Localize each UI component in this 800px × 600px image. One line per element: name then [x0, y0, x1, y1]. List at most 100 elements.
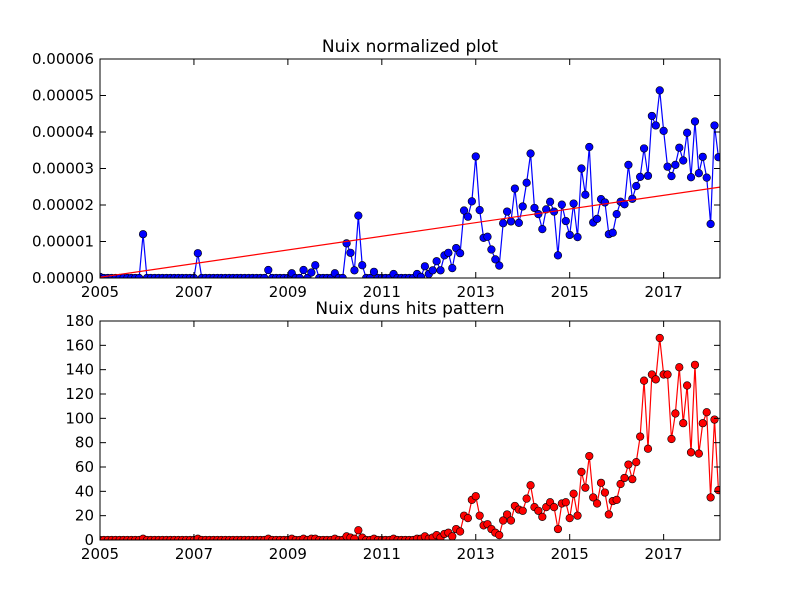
bottom-chart-series-0-point — [471, 492, 480, 501]
top-chart-series-0-point — [502, 207, 512, 216]
top-chart-series-0-point — [471, 152, 480, 161]
top-chart-series-0-point — [706, 219, 715, 229]
bottom-chart-series-0-point — [581, 483, 590, 492]
top-chart-data — [100, 86, 720, 278]
top-chart-series-0-point — [694, 169, 703, 178]
bottom-chart-title: Nuix duns hits pattern — [315, 299, 504, 319]
bottom-chart-series-0-point — [612, 495, 621, 504]
bottom-chart-series-0-point — [679, 419, 688, 428]
top-chart-series-0-point — [432, 257, 441, 266]
bottom-chart-plot-area — [100, 333, 720, 540]
top-chart-series-0-point — [628, 194, 637, 203]
top-chart-series-0-point — [463, 212, 473, 221]
top-chart-series-0-point — [569, 199, 578, 208]
top-chart-series-0-point — [518, 202, 527, 211]
top-chart-series-0-point — [632, 181, 641, 191]
bottom-chart-x-tick-label: 2013 — [457, 545, 495, 563]
top-chart-series-0-point — [659, 126, 668, 136]
top-chart-series-0-point — [522, 178, 531, 187]
bottom-chart-series-0-point — [636, 432, 645, 441]
bottom-chart: Nuix duns hits pattern 2005 2007 2009 2011 2… — [65, 299, 721, 563]
top-chart-series-0-point — [573, 233, 582, 242]
bottom-chart-axes: 2005 2007 2009 2011 2013 2015 2017 0 20 40 60 80 100… — [65, 312, 720, 563]
top-chart-series-0-point — [299, 265, 308, 275]
top-chart-series-0-point — [636, 172, 645, 181]
top-chart-series-0-line — [100, 90, 720, 278]
top-chart-series-0-point — [577, 164, 586, 173]
bottom-chart-x-tick-label: 2009 — [269, 545, 307, 563]
bottom-chart-series-0-point — [655, 333, 664, 343]
top-chart-series-0-point — [135, 273, 144, 278]
bottom-chart-y-tick-label: 120 — [65, 385, 94, 403]
top-chart-y-tick-label: 0.00004 — [32, 123, 94, 141]
top-chart-series-0-point — [624, 160, 633, 169]
bottom-chart-series-0-point — [561, 498, 570, 507]
top-chart-series-0-point — [456, 249, 465, 258]
top-chart-y-tick-label: 0.00005 — [32, 87, 94, 105]
bottom-chart-y-tick-label: 80 — [75, 434, 94, 452]
top-chart-series-0-point — [651, 121, 660, 130]
bottom-chart-series-0-point — [549, 503, 559, 512]
bottom-chart-y-tick-label: 20 — [75, 507, 94, 525]
top-chart-series-0-point — [444, 248, 453, 257]
top-chart-series-0-point — [428, 266, 437, 275]
bottom-chart-series-0-point — [671, 409, 680, 418]
bottom-chart-series-0-point — [714, 486, 720, 495]
bottom-chart-y-tick-label: 160 — [65, 336, 94, 354]
bottom-chart-series-0-point — [686, 448, 696, 457]
bottom-chart-series-0-point — [698, 419, 707, 428]
bottom-chart-x-tick-label: 2011 — [363, 545, 401, 563]
top-chart-series-0-point — [608, 228, 617, 237]
top-chart-series-0-point — [459, 206, 469, 215]
top-chart-series-0-point — [526, 149, 535, 158]
top-chart-series-0-point — [295, 273, 304, 278]
top-chart-series-0-point — [260, 273, 269, 278]
top-chart-series-0-point — [354, 211, 363, 220]
top-chart-series-0-point — [565, 230, 574, 240]
bottom-chart-series-0-point — [624, 460, 633, 469]
bottom-chart-y-tick-label: 100 — [65, 409, 94, 427]
bottom-chart-series-0-point — [690, 360, 700, 369]
top-chart-series-0-point — [193, 249, 202, 258]
bottom-chart-y-tick-label: 60 — [75, 458, 94, 476]
bottom-chart-y-tick-label: 180 — [65, 312, 94, 330]
bottom-chart-series-0-point — [518, 506, 527, 515]
top-chart-series-0-point — [612, 210, 621, 219]
top-chart-series-0-point — [542, 205, 551, 214]
top-chart-axes: 2005 2007 2009 2011 2013 2015 2017 0.00000 0.000… — [32, 50, 720, 301]
top-chart-plot-area — [100, 86, 720, 278]
top-chart-series-0-point — [683, 128, 692, 137]
bottom-chart-series-0-point — [526, 481, 535, 490]
top-chart-series-0-point — [483, 232, 492, 241]
top-chart-y-tick-label: 0.00001 — [32, 233, 94, 251]
bottom-chart-series-0-point — [616, 479, 625, 489]
top-chart-series-0-point — [416, 272, 426, 278]
bottom-chart-series-0-point — [475, 511, 484, 520]
bottom-chart-x-tick-label: 2017 — [645, 545, 683, 563]
top-chart-series-0-point — [663, 162, 672, 171]
top-chart-series-0-point — [467, 197, 476, 206]
top-chart-series-0-point — [350, 266, 359, 275]
top-chart-series-0-point — [686, 173, 696, 182]
bottom-chart-series-0-point — [577, 467, 586, 476]
top-chart-title: Nuix normalized plot — [322, 37, 498, 57]
bottom-chart-series-0-point — [350, 534, 359, 540]
bottom-chart-series-0-point — [632, 458, 641, 467]
top-chart-series-0-point — [514, 218, 523, 227]
top-chart-series-0-point — [338, 273, 347, 278]
top-chart-series-0-point — [491, 255, 500, 264]
bottom-chart-series-0-point — [592, 499, 602, 508]
bottom-chart-series-0-point — [502, 510, 512, 519]
bottom-chart-frame — [99, 320, 721, 541]
top-chart-series-0-point — [369, 267, 379, 276]
bottom-chart-series-0-point — [538, 512, 547, 521]
top-chart-series-0-point — [506, 217, 516, 226]
bottom-chart-series-0-point — [702, 408, 711, 417]
top-chart-series-0-point — [561, 216, 570, 226]
bottom-chart-series-0-point — [506, 516, 516, 525]
bottom-chart-series-0-point — [354, 526, 363, 535]
bottom-chart-series-0-point — [522, 494, 531, 503]
top-chart-series-0-point — [710, 121, 719, 130]
top-chart-series-0-point — [667, 172, 676, 181]
